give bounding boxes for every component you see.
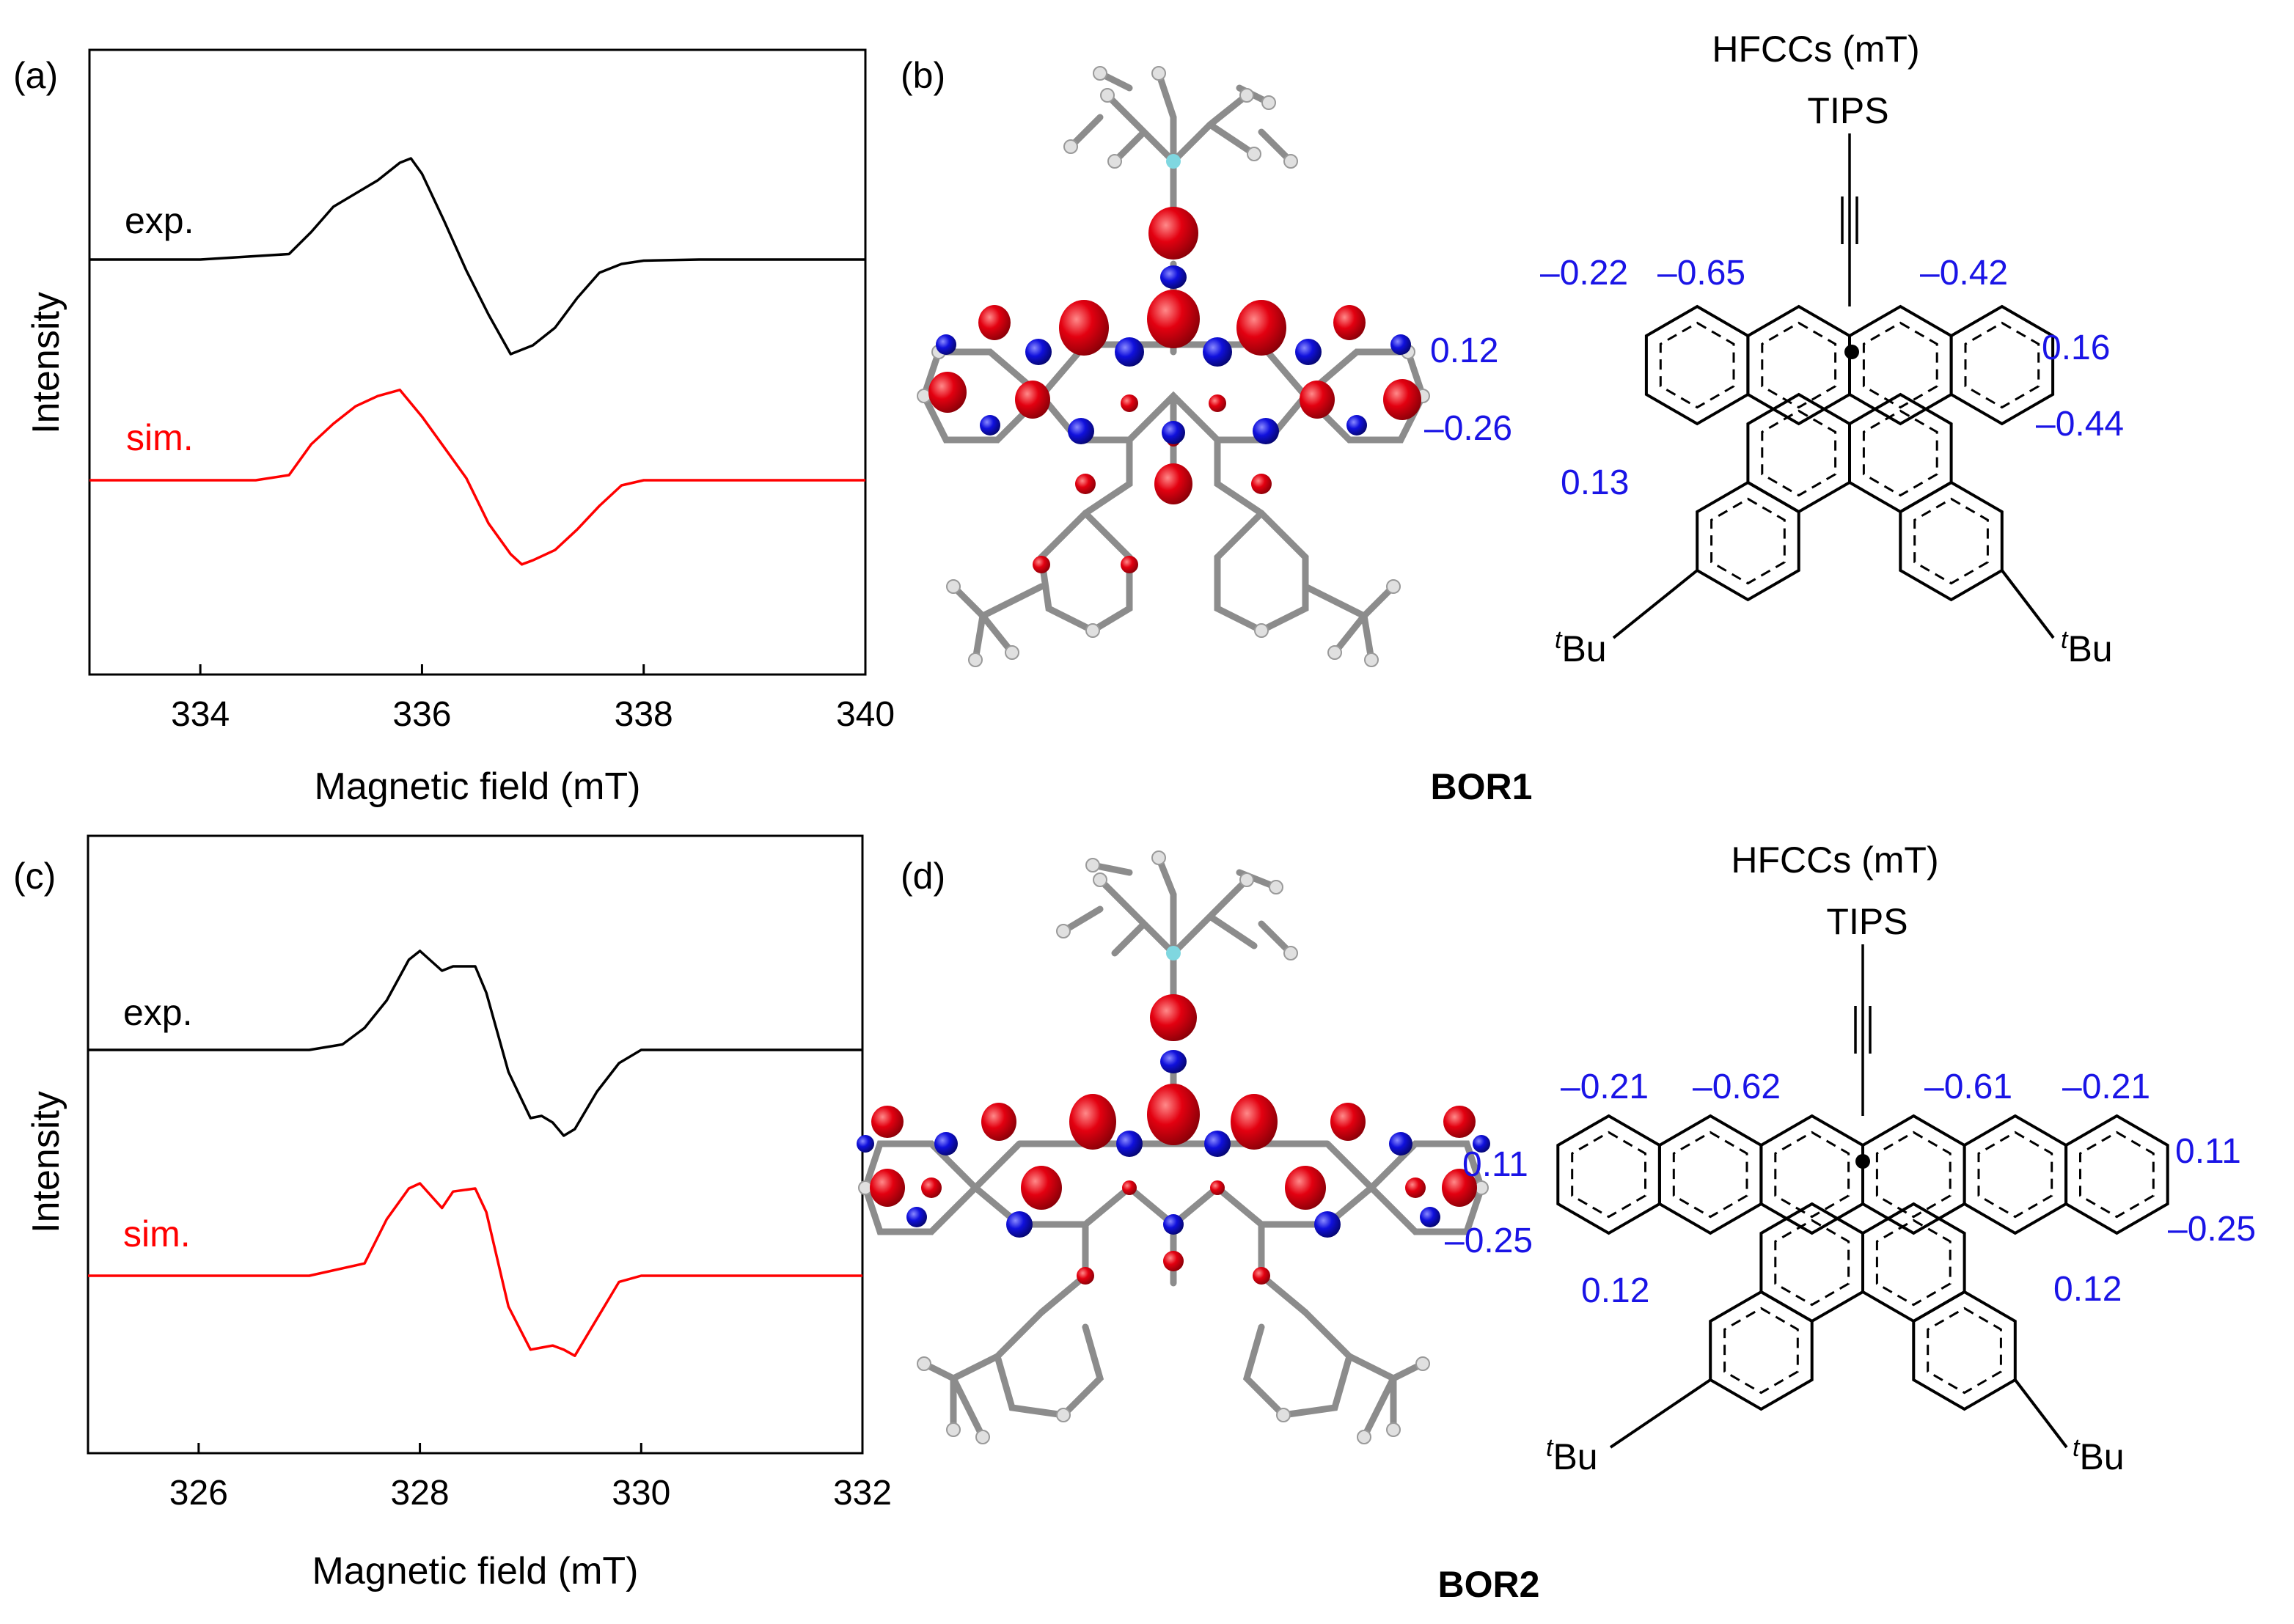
aromatic-dashed-bond [1977, 1131, 2053, 1219]
plot-a-exp-label: exp. [125, 200, 194, 241]
x-tick-label: 336 [392, 695, 451, 734]
bor2-hfcc: –0.61 [1924, 1068, 2012, 1106]
bor2-hfcc: –0.62 [1693, 1068, 1781, 1106]
x-tick-label: 332 [833, 1474, 892, 1513]
x-tick-label: 330 [612, 1474, 670, 1513]
plot-c-ylabel: Intensity [25, 1091, 67, 1233]
ring-bond [1949, 304, 2055, 426]
aromatic-dashed-bond [1774, 1219, 1850, 1307]
bor1-hfcc: –0.65 [1657, 254, 1745, 293]
bor2-hfcc: 0.11 [2175, 1132, 2241, 1171]
x-tick-label: 338 [615, 695, 673, 734]
bor1-hfcc-header: HFCCs (mT) [1712, 29, 1919, 70]
aromatic-dashed-bond [1774, 1131, 1850, 1219]
plot-c-curves [88, 949, 862, 1357]
x-tick-label: 334 [171, 695, 230, 734]
bor1-tips-label: TIPS [1807, 90, 1888, 131]
plot-a-sim-label: sim. [126, 417, 194, 458]
bor1-hfcc: –0.22 [1540, 254, 1628, 293]
series-exp-line [88, 949, 862, 1137]
aromatic-dashed-bond [1862, 321, 1938, 409]
bor2-tbu-left: tBu [1546, 1434, 1598, 1477]
plot-c-ticks: 326 328 330 332 [169, 1443, 892, 1513]
aromatic-dashed-bond [1761, 321, 1837, 409]
bor1-hfcc: 0.12 [1430, 331, 1498, 370]
panel-c: (c) 326 328 330 332 exp. sim. Intensity Mag… [13, 834, 892, 1592]
plot-c-frame [87, 834, 864, 1455]
bor2-tbu-right: tBu [2073, 1434, 2125, 1477]
aromatic-dashed-bond [1862, 409, 1938, 497]
aromatic-dashed-bond [1672, 1131, 1748, 1219]
bor1-hfcc: –0.42 [1920, 254, 2008, 293]
bor1-tbu-left: tBu [1555, 626, 1607, 669]
plot-c-xlabel: Magnetic field (mT) [312, 1550, 639, 1592]
aromatic-dashed-bond [1913, 497, 1989, 585]
x-tick-label: 340 [836, 695, 895, 734]
plot-a-xlabel: Magnetic field (mT) [315, 765, 641, 808]
plot-c-exp-label: exp. [123, 992, 193, 1033]
bor1-radical-dot [1844, 345, 1859, 359]
aromatic-dashed-bond [1964, 321, 2040, 409]
tbu-bond [2014, 1378, 2068, 1449]
plot-a-frame [88, 48, 867, 676]
bor2-radical-dot [1855, 1154, 1870, 1169]
panel-a-label: (a) [13, 55, 58, 96]
panel-a: (a) 334 336 338 340 exp. sim. Intensity Mag… [13, 48, 895, 808]
bor2-hfcc: 0.11 [1462, 1145, 1528, 1184]
bor2-hfcc: 0.12 [1581, 1271, 1649, 1310]
bor2-hfcc: 0.12 [2053, 1270, 2122, 1309]
bor1-hfcc: –0.26 [1424, 409, 1512, 448]
plot-c-sim-label: sim. [123, 1213, 191, 1254]
bor1-hfcc: 0.13 [1561, 463, 1629, 502]
bor1-structure [1612, 133, 2055, 639]
panel-b-label: (b) [901, 55, 945, 96]
aromatic-dashed-bond [1927, 1307, 2002, 1395]
panel-d-label: (d) [901, 856, 945, 897]
bor2-hfcc-header: HFCCs (mT) [1731, 839, 1938, 881]
plot-a-ticks: 334 336 338 340 [171, 664, 895, 734]
panel-d: (d) [857, 839, 2256, 1605]
aromatic-dashed-bond [1710, 497, 1786, 585]
plot-a-curves [89, 157, 865, 566]
plot-a-ylabel: Intensity [25, 292, 67, 434]
bor2-hfcc: –0.25 [1445, 1221, 1533, 1260]
x-tick-label: 328 [391, 1474, 450, 1513]
aromatic-dashed-bond [1761, 409, 1837, 497]
aromatic-dashed-bond [1723, 1307, 1799, 1395]
spin-density-model-bor2 [857, 850, 1490, 1444]
bor2-structure [1556, 944, 2169, 1449]
tbu-bond [1609, 1378, 1712, 1449]
series-sim-line [88, 1182, 862, 1357]
aromatic-dashed-bond [1875, 1131, 1952, 1219]
bor1-tbu-right: tBu [2061, 626, 2113, 669]
panel-c-label: (c) [13, 856, 56, 897]
bor2-hfcc: –0.21 [2062, 1068, 2150, 1106]
bor1-hfcc: –0.44 [2036, 405, 2124, 444]
compound-name-bor1: BOR1 [1431, 766, 1533, 807]
tbu-bond [2001, 569, 2055, 639]
series-sim-line [89, 389, 865, 566]
ring-bond [2064, 1114, 2169, 1235]
series-exp-line [89, 157, 865, 356]
aromatic-dashed-bond [2079, 1131, 2155, 1219]
compound-name-bor2: BOR2 [1438, 1564, 1540, 1605]
x-tick-label: 326 [169, 1474, 228, 1513]
tbu-bond [1612, 569, 1698, 639]
bor2-hfcc: –0.25 [2168, 1210, 2256, 1249]
ring-bond [1696, 480, 1800, 602]
bor1-hfcc: 0.16 [2042, 328, 2110, 367]
aromatic-dashed-bond [1875, 1219, 1952, 1307]
aromatic-dashed-bond [1571, 1131, 1646, 1219]
aromatic-dashed-bond [1659, 321, 1735, 409]
bor2-hfcc: –0.21 [1561, 1068, 1649, 1106]
ring-bond [1709, 1290, 1814, 1411]
panel-b: (b) [901, 29, 2124, 807]
ring-bond [1899, 480, 2004, 602]
spin-density-model-bor1 [917, 66, 1430, 667]
ring-bond [1912, 1290, 2017, 1411]
bor2-tips-label: TIPS [1826, 901, 1908, 942]
